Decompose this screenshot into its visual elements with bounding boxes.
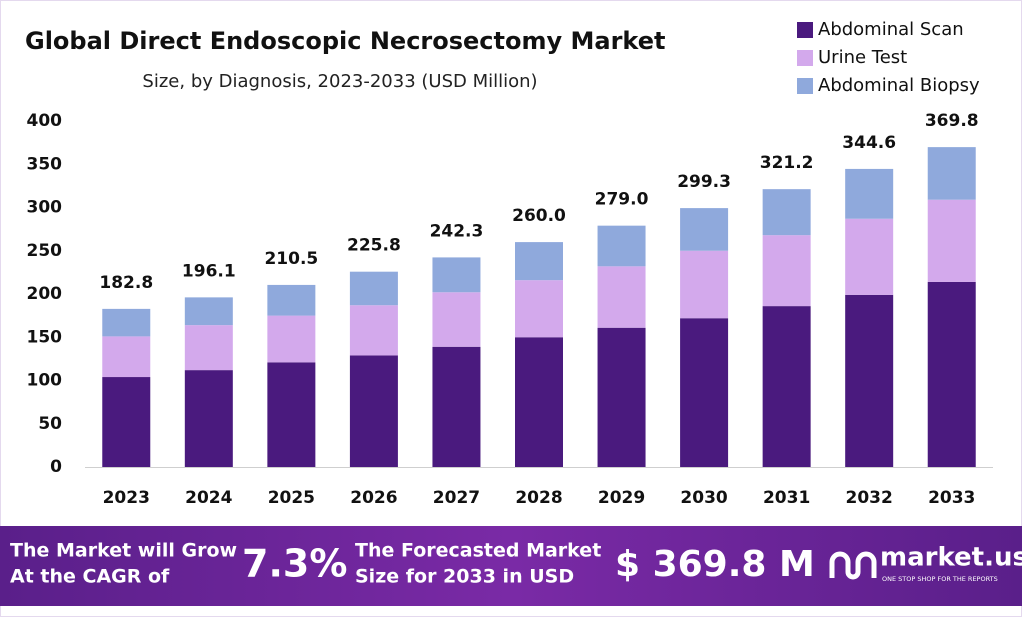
- bar-segment: [349, 271, 398, 306]
- x-tick-label: 2028: [515, 488, 562, 508]
- brand-logo: [829, 551, 877, 580]
- x-tick-label: 2026: [350, 488, 397, 508]
- bar-segment: [762, 235, 811, 307]
- forecast-value: $ 369.8 M: [615, 544, 815, 585]
- bar-segment: [102, 308, 151, 337]
- total-label: 369.8: [925, 111, 979, 131]
- brand-tagline: ONE STOP SHOP FOR THE REPORTS: [882, 575, 998, 583]
- footer-text: The Forecasted Market: [355, 540, 601, 562]
- bar-segment: [102, 336, 151, 378]
- cagr-value: 7.3%: [242, 542, 347, 586]
- total-label: 196.1: [182, 261, 236, 281]
- y-tick-label: 100: [27, 371, 63, 391]
- x-tick-label: 2029: [598, 488, 645, 508]
- bar-segment: [515, 337, 563, 467]
- footer-band: [0, 526, 1022, 606]
- bar-segment: [432, 346, 481, 467]
- total-label: 210.5: [264, 249, 318, 269]
- x-tick-label: 2024: [185, 488, 232, 508]
- y-tick-label: 300: [27, 198, 63, 218]
- bar-segment: [762, 189, 811, 236]
- bar-segment: [267, 362, 316, 467]
- bar-segment: [349, 355, 398, 467]
- bar-segment: [762, 306, 811, 467]
- legend-label: Abdominal Scan: [818, 19, 964, 40]
- bar-segment: [845, 294, 894, 467]
- bar-segment: [267, 315, 316, 363]
- y-tick-label: 0: [50, 457, 62, 477]
- total-label: 242.3: [430, 221, 484, 241]
- y-tick-label: 400: [27, 111, 63, 131]
- y-tick-label: 250: [27, 241, 63, 261]
- bar-segment: [927, 281, 976, 467]
- bar-segment: [927, 199, 976, 282]
- footer-text: Size for 2033 in USD: [355, 566, 574, 588]
- legend-swatch: [797, 78, 813, 94]
- footer-text: At the CAGR of: [10, 566, 170, 588]
- total-label: 260.0: [512, 206, 566, 226]
- bar-segment: [184, 325, 233, 371]
- bar-segment: [845, 168, 894, 219]
- legend-swatch: [797, 50, 813, 66]
- total-label: 279.0: [595, 190, 649, 210]
- total-label: 225.8: [347, 236, 401, 256]
- bar-segment: [597, 266, 646, 328]
- legend-swatch: [797, 22, 813, 38]
- bar-segment: [349, 305, 398, 356]
- chart-title: Global Direct Endoscopic Necrosectomy Ma…: [25, 27, 665, 55]
- x-tick-label: 2027: [433, 488, 480, 508]
- x-tick-label: 2030: [680, 488, 727, 508]
- x-tick-label: 2023: [103, 488, 150, 508]
- bar-segment: [267, 284, 316, 316]
- bar-segment: [597, 225, 646, 267]
- y-tick-label: 350: [27, 154, 63, 174]
- bar-segment: [184, 370, 233, 467]
- footer-text: The Market will Grow: [10, 540, 237, 562]
- y-tick-label: 150: [27, 327, 63, 347]
- x-tick-label: 2033: [928, 488, 975, 508]
- total-label: 344.6: [842, 133, 896, 153]
- legend-label: Abdominal Biopsy: [818, 75, 980, 96]
- chart-subtitle: Size, by Diagnosis, 2023-2033 (USD Milli…: [142, 71, 537, 92]
- bar-segment: [680, 318, 729, 467]
- bar-segment: [515, 280, 563, 338]
- y-tick-label: 50: [38, 414, 62, 434]
- total-label: 321.2: [760, 153, 814, 173]
- total-label: 299.3: [677, 172, 731, 192]
- x-tick-label: 2031: [763, 488, 810, 508]
- x-tick-label: 2032: [846, 488, 893, 508]
- bar-segment: [432, 257, 481, 293]
- bar-segment: [515, 242, 563, 281]
- bar-segment: [184, 297, 233, 326]
- bar-segment: [597, 327, 646, 467]
- y-tick-label: 200: [27, 284, 63, 304]
- bar-segment: [680, 208, 729, 251]
- x-tick-label: 2025: [268, 488, 315, 508]
- brand-name: market.us: [880, 543, 1022, 573]
- bar-segment: [927, 147, 976, 200]
- legend-label: Urine Test: [818, 47, 907, 68]
- total-label: 182.8: [99, 273, 153, 293]
- bar-segment: [680, 250, 729, 319]
- bar-segment: [432, 292, 481, 347]
- bar-segment: [845, 218, 894, 295]
- bar-segment: [102, 377, 151, 467]
